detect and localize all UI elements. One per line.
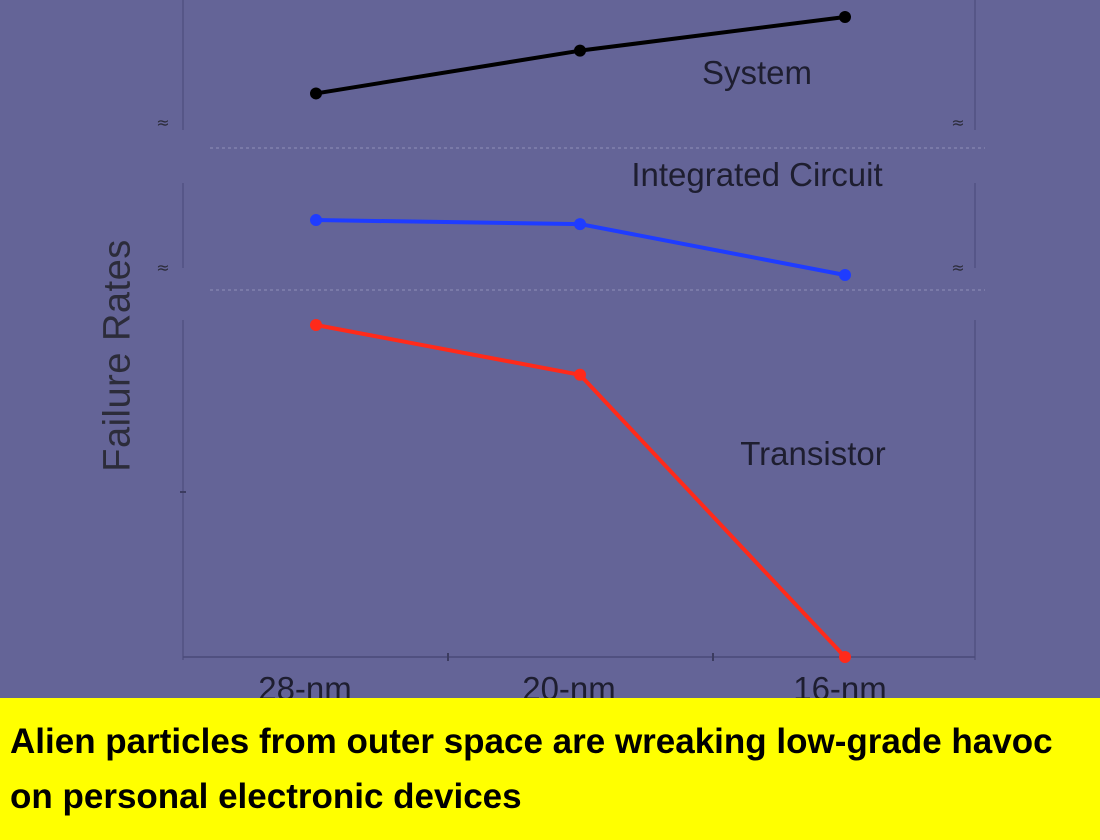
series-label: Integrated Circuit (631, 156, 882, 193)
data-point (310, 214, 322, 227)
axis-break-symbol: ≈ (951, 258, 964, 277)
data-point (839, 11, 851, 23)
y-axis-label: Failure Rates (96, 238, 139, 472)
x-tick-label: 28-nm (258, 670, 352, 698)
data-point (574, 44, 586, 57)
caption-text: Alien particles from outer space are wre… (10, 722, 1053, 816)
y-axis-label-container: Failure Rates (96, 190, 140, 520)
data-point (839, 269, 851, 281)
axis-break-symbol: ≈ (156, 258, 169, 277)
x-tick-label: 20-nm (522, 670, 616, 698)
data-point (574, 218, 586, 231)
series-label: System (702, 54, 812, 91)
data-point (310, 87, 322, 100)
data-point (310, 319, 322, 331)
failure-rate-chart: ≈ ≈ ≈ ≈ System Integrated Circuit Transistor 28… (96, 0, 985, 698)
data-point (574, 368, 586, 381)
axis-break-symbol: ≈ (951, 113, 964, 132)
chart-svg: ≈ ≈ ≈ ≈ System Integrated Circuit Transistor 28… (156, 0, 985, 698)
series-label: Transistor (740, 435, 885, 472)
data-point (839, 651, 851, 663)
caption-banner: Alien particles from outer space are wre… (0, 698, 1100, 840)
axis-break-symbol: ≈ (156, 113, 169, 132)
x-tick-label: 16-nm (793, 670, 887, 698)
